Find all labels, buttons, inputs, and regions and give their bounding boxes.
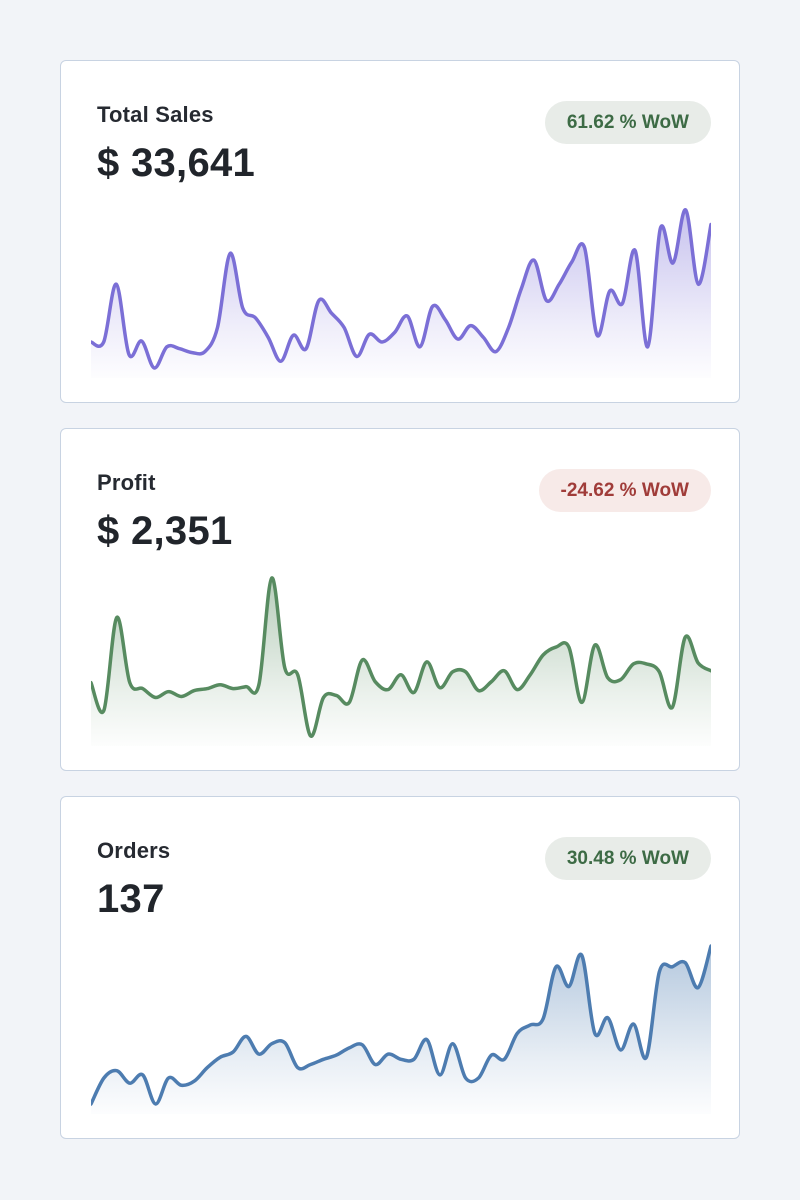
card-header: Profit $ 2,351 -24.62 % WoW [61,429,739,553]
card-title: Profit [97,470,156,495]
sparkline-area-fill [91,577,711,746]
sparkline-line [91,576,711,738]
card-header-text: Total Sales $ 33,641 [97,101,255,185]
wow-change-badge: 61.62 % WoW [544,101,711,144]
card-header-text: Profit $ 2,351 [97,469,233,553]
card-header-text: Orders 137 [97,837,170,921]
kpi-card-orders: Orders 137 30.48 % WoW [60,796,740,1139]
card-value: 137 [97,877,165,921]
total-sales-sparkline-chart [91,208,711,378]
card-value: $ 33,641 [97,141,256,185]
sparkline-area-fill [91,946,711,1114]
card-title: Total Sales [97,102,214,127]
card-value: $ 2,351 [97,509,233,553]
card-header: Orders 137 30.48 % WoW [61,797,739,921]
kpi-card-profit: Profit $ 2,351 -24.62 % WoW [60,428,740,771]
orders-sparkline-chart [91,944,711,1114]
sparkline-area-fill [91,209,711,378]
kpi-card-total-sales: Total Sales $ 33,641 61.62 % WoW [60,60,740,403]
card-title: Orders [97,838,171,863]
wow-change-badge: -24.62 % WoW [538,469,711,512]
sparkline-line [91,208,711,370]
card-header: Total Sales $ 33,641 61.62 % WoW [61,61,739,185]
profit-sparkline-chart [91,576,711,746]
sparkline-line [91,944,711,1106]
wow-change-badge: 30.48 % WoW [544,837,711,880]
